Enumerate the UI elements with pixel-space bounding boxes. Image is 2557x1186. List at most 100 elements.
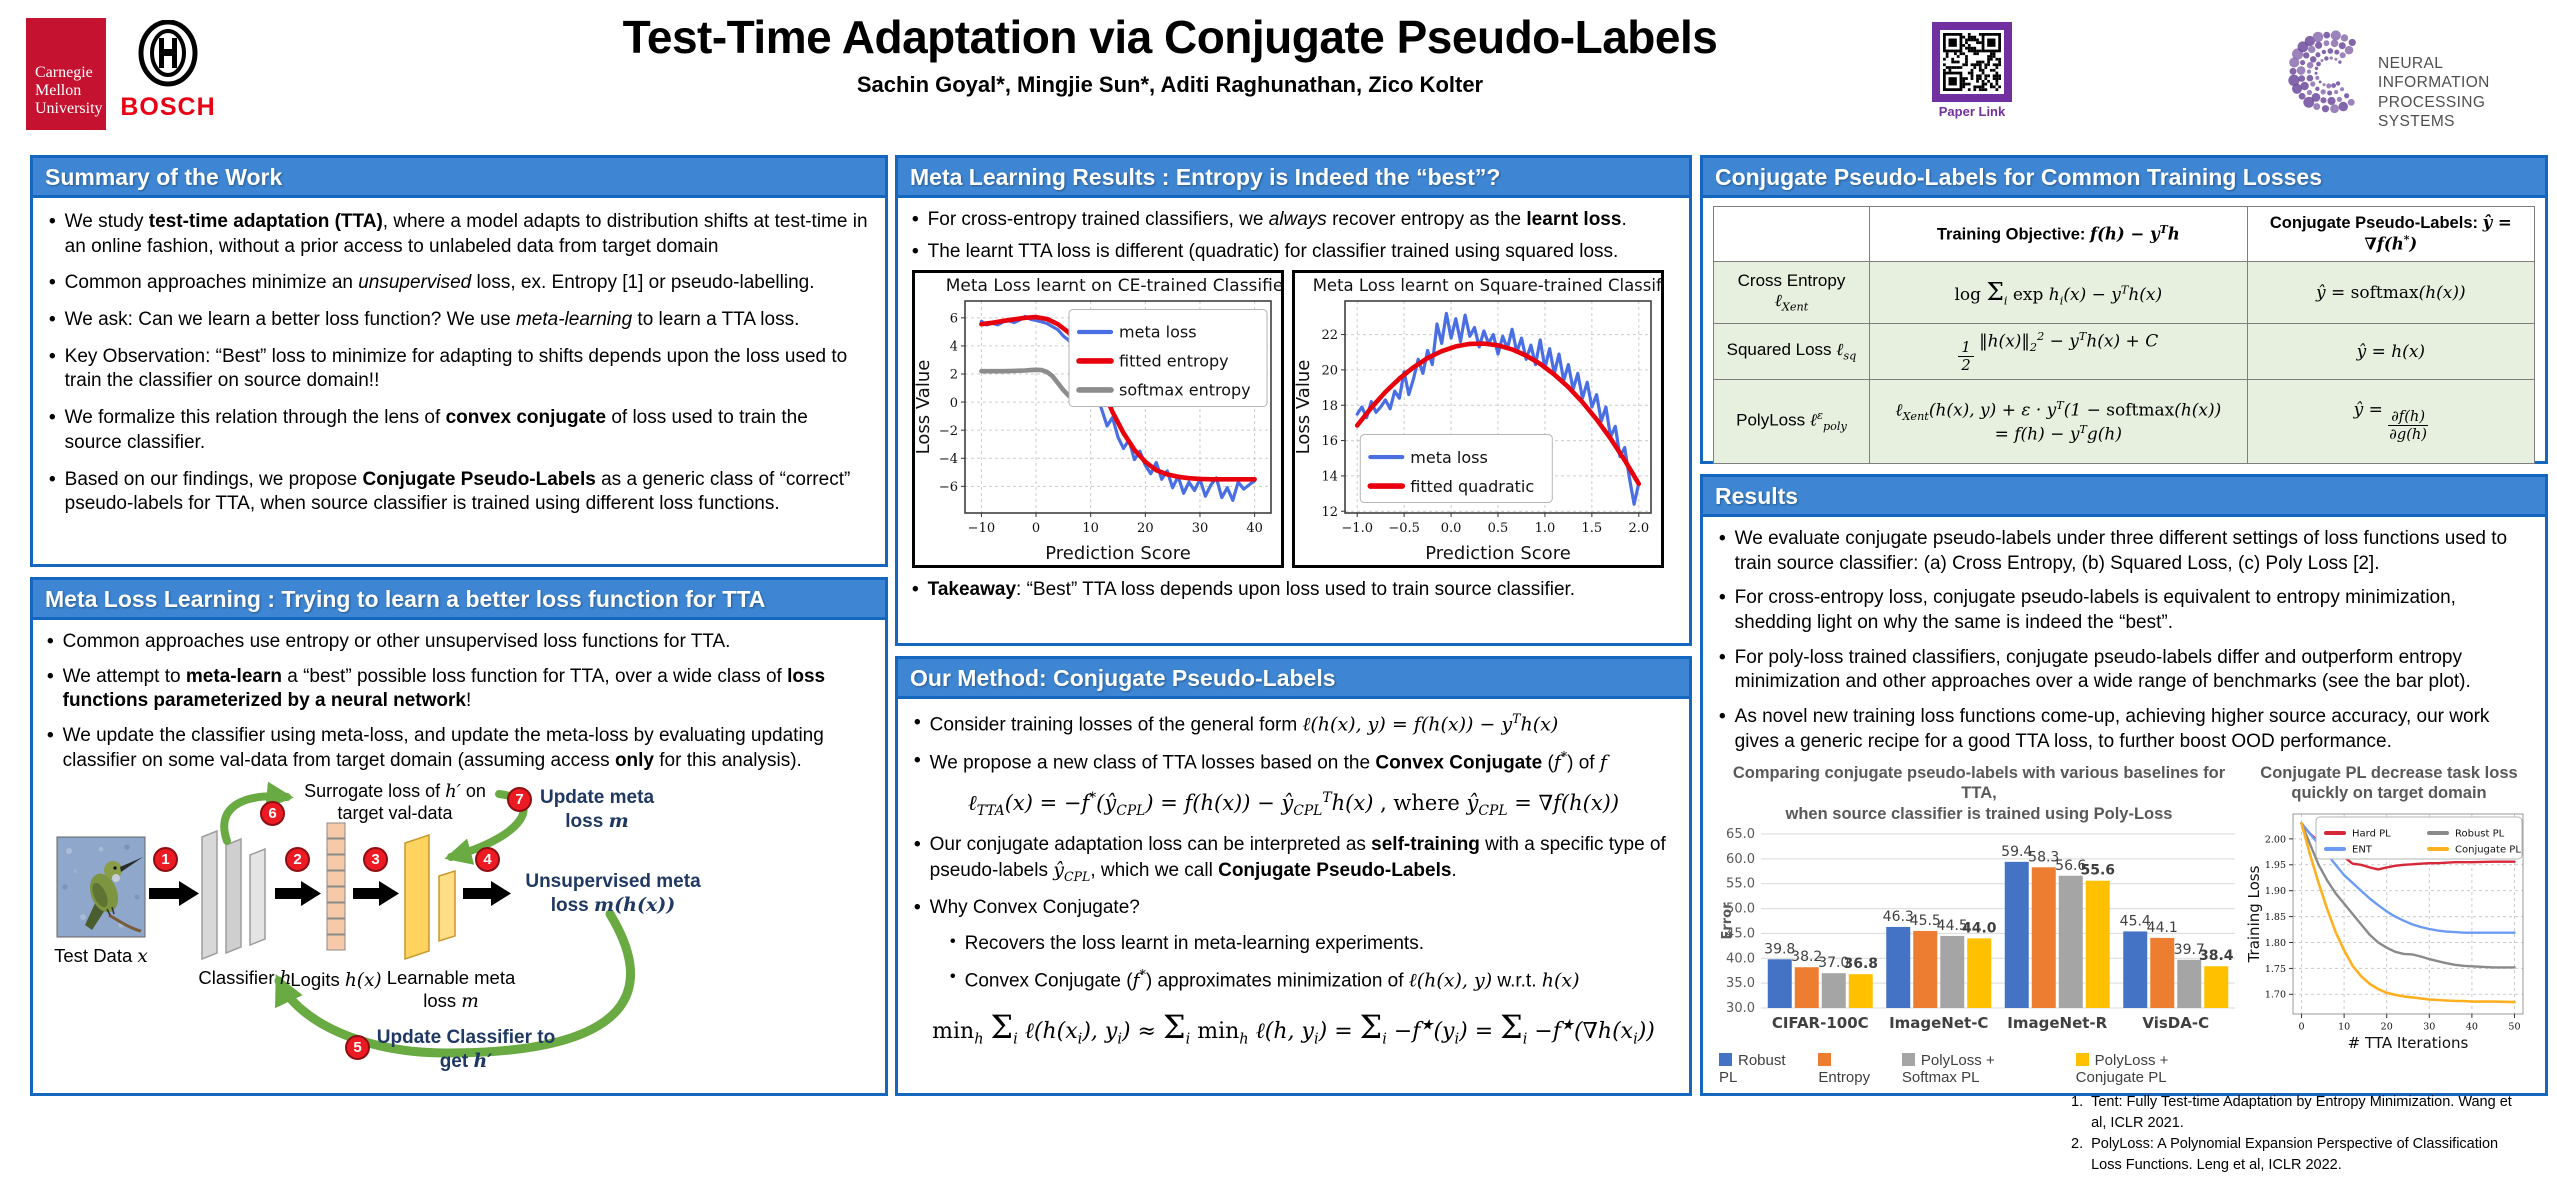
svg-text:−10: −10 <box>968 521 995 536</box>
bosch-wordmark: BOSCH <box>120 93 216 121</box>
step-badge-1: 1 <box>153 847 178 873</box>
logits-stack <box>326 822 346 951</box>
svg-text:45.5: 45.5 <box>1910 913 1941 929</box>
svg-text:44.1: 44.1 <box>2147 920 2178 936</box>
poster-page: { "header": { "title": "Test-Time Adapta… <box>0 0 2557 1113</box>
flow-arrows <box>149 881 511 907</box>
square-plot-figure: −1.0 −0.5 0.0 0.5 1.0 1.5 2.0 12 14 16 18 20 22 Meta … <box>1292 270 1684 569</box>
svg-text:fitted quadratic: fitted quadratic <box>1410 477 1534 496</box>
svg-text:1.80: 1.80 <box>2265 938 2286 949</box>
paper-link-qr[interactable] <box>1932 22 2012 102</box>
step-badge-7: 7 <box>507 787 532 813</box>
cmu-logo-line: Mellon <box>35 81 82 99</box>
panel-cpl-table: Conjugate Pseudo-Labels for Common Train… <box>1700 155 2548 464</box>
svg-text:−1.0: −1.0 <box>1341 521 1373 536</box>
qr-code-icon <box>1943 33 2001 91</box>
step-badge-2: 2 <box>285 847 310 873</box>
bullet-item: For poly-loss trained classifiers, conju… <box>1719 646 2529 695</box>
formula-line: minh Σi ℓ(h(xi), yi) ≈ Σi minh ℓ(h, yi) … <box>932 1008 1655 1048</box>
bullet-item: Our conjugate adaptation loss can be int… <box>914 833 1673 885</box>
svg-text:meta loss: meta loss <box>1410 448 1488 467</box>
table-row: PolyLoss ℓεpoly ℓXent(h(x), y) + ε · yT(… <box>1713 379 2536 464</box>
formula-line: ℓTTA(x) = −f*(ŷCPL) = f(h(x)) − ŷCPLTh(x… <box>967 790 1620 820</box>
legend-item: Robust PL <box>1719 1052 1786 1087</box>
svg-text:−4: −4 <box>939 452 958 467</box>
svg-text:14: 14 <box>1321 470 1338 485</box>
row-label-polyloss: PolyLoss ℓεpoly <box>1713 379 1870 464</box>
svg-text:VisDA-C: VisDA-C <box>2142 1014 2209 1032</box>
svg-text:Loss Value: Loss Value <box>915 360 934 455</box>
svg-text:6: 6 <box>950 312 958 327</box>
takeaway-bullet: Takeaway: “Best” TTA loss depends upon l… <box>912 578 1675 603</box>
svg-text:Loss Value: Loss Value <box>1295 360 1314 455</box>
references: 1. Tent: Fully Test-time Adaptation by En… <box>2071 1092 2529 1176</box>
update-classifier-label: Update Classifier to get h′ <box>376 1027 556 1073</box>
svg-text:# TTA Iterations: # TTA Iterations <box>2348 1034 2469 1052</box>
panel-method-header: Our Method: Conjugate Pseudo-Labels <box>898 659 1689 699</box>
legend-item: PolyLoss + Softmax PL <box>1901 1052 1995 1087</box>
svg-text:35.0: 35.0 <box>1726 977 1755 992</box>
meta-learning-diagram: Test Data x Classifier h Logits h(x) Lea… <box>47 781 869 1083</box>
svg-text:22: 22 <box>1321 329 1338 344</box>
meta-loss-bullets: Common approaches use entropy or other u… <box>47 630 871 773</box>
svg-text:1.70: 1.70 <box>2265 989 2286 1000</box>
svg-text:2.00: 2.00 <box>2265 834 2286 845</box>
cmu-logo-line: Carnegie <box>35 64 93 81</box>
row-label-squared-loss: Squared Loss ℓsq <box>1713 323 1870 380</box>
svg-text:44.0: 44.0 <box>1962 921 1997 937</box>
svg-text:50: 50 <box>2508 1021 2520 1032</box>
svg-text:58.3: 58.3 <box>2028 850 2059 866</box>
meta-results-bullets: For cross-entropy trained classifiers, w… <box>912 208 1675 264</box>
bullet-item: For cross-entropy trained classifiers, w… <box>912 208 1675 233</box>
svg-text:softmax entropy: softmax entropy <box>1119 381 1251 400</box>
bullet-item: We update the classifier using meta-loss… <box>47 724 871 773</box>
svg-text:40: 40 <box>2466 1021 2478 1032</box>
cpl-polyloss: ŷ = ∂f(h) ∂g(h) <box>2246 379 2536 464</box>
step-badge-3: 3 <box>363 847 388 873</box>
svg-text:10: 10 <box>1082 521 1099 536</box>
svg-text:38.4: 38.4 <box>2199 949 2234 965</box>
svg-text:4: 4 <box>950 340 958 355</box>
test-image-bird <box>56 836 146 938</box>
svg-text:Hard PL: Hard PL <box>2352 828 2391 839</box>
legend-item: PolyLoss + Conjugate PL <box>2075 1052 2169 1087</box>
logits-label: Logits h(x) <box>290 969 382 992</box>
svg-text:Error: Error <box>1720 902 1735 940</box>
svg-text:20: 20 <box>1321 364 1338 379</box>
svg-text:65.0: 65.0 <box>1726 827 1755 842</box>
panel-meta-results-header: Meta Learning Results : Entropy is Indee… <box>898 158 1689 198</box>
bullet-item: As novel new training loss functions com… <box>1719 705 2529 754</box>
classifier-slabs <box>201 830 266 961</box>
panel-meta-results: Meta Learning Results : Entropy is Indee… <box>895 155 1692 646</box>
panel-summary: Summary of the Work We study test-time a… <box>30 155 888 567</box>
svg-text:1.95: 1.95 <box>2265 860 2286 871</box>
bosch-anchor-icon <box>138 19 198 87</box>
svg-text:0: 0 <box>1032 521 1040 536</box>
table-row: Cross Entropy ℓXent log Σi exp hi(x) − y… <box>1713 261 2536 324</box>
step-badge-4: 4 <box>475 847 500 873</box>
poster-authors: Sachin Goyal*, Mingjie Sun*, Aditi Raghu… <box>856 72 1484 97</box>
poster-title: Test-Time Adaptation via Conjugate Pseud… <box>622 11 1718 63</box>
svg-text:18: 18 <box>1321 399 1338 414</box>
cpl-cross-entropy: ŷ = softmax(h(x)) <box>2246 261 2536 324</box>
row-label-cross-entropy: Cross Entropy ℓXent <box>1713 261 1870 324</box>
svg-text:59.4: 59.4 <box>2001 844 2032 860</box>
ce-plot-figure: −10 0 10 20 30 40 −6 −4 −2 0 2 4 6 Meta Loss learnt o… <box>912 270 1290 569</box>
svg-text:Prediction Score: Prediction Score <box>1425 543 1571 564</box>
benchmark-bar-chart: Comparing conjugate pseudo-labels with v… <box>1719 763 2239 1087</box>
cpl-table: Training Objective: f(h) − yTh Conjugate… <box>1713 206 2536 464</box>
training-loss-chart: Conjugate PL decrease task loss quickly … <box>2247 763 2531 1087</box>
svg-text:20: 20 <box>1137 521 1154 536</box>
neurips-logo-text: NEURAL INFORMATION PROCESSING SYSTEMS <box>2378 55 2490 131</box>
cpl-squared-loss: ŷ = h(x) <box>2246 323 2536 380</box>
svg-text:45.0: 45.0 <box>1726 927 1755 942</box>
bosch-logo: BOSCH <box>118 19 218 122</box>
svg-text:39.8: 39.8 <box>1764 942 1795 958</box>
svg-text:ENT: ENT <box>2352 844 2373 855</box>
bullet-item: Based on our findings, we propose Conjug… <box>49 468 869 517</box>
svg-text:1.5: 1.5 <box>1582 521 1603 536</box>
svg-text:ImageNet-C: ImageNet-C <box>1889 1014 1988 1032</box>
panel-cpl-table-header: Conjugate Pseudo-Labels for Common Train… <box>1703 158 2545 198</box>
update-meta-loss-label: Update meta loss m <box>539 787 655 833</box>
